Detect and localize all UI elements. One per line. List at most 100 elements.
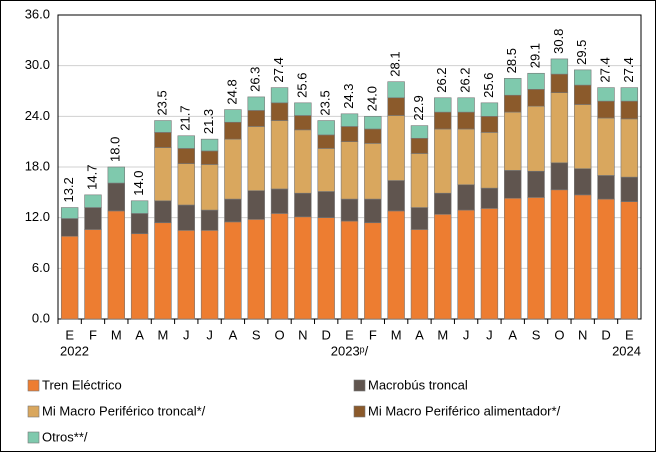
bar-segment [60, 207, 79, 219]
bar-segment [434, 111, 452, 130]
legend-swatch [353, 379, 366, 392]
bar-segment [434, 213, 452, 320]
total-label: 21.3 [201, 109, 216, 134]
x-tick-label: S [532, 327, 541, 342]
y-tick-label: 12.0 [25, 209, 50, 224]
bar-segment [200, 230, 219, 320]
bar-segment [177, 204, 195, 231]
total-label: 25.6 [294, 73, 309, 98]
y-tick-label: 24.0 [25, 108, 50, 123]
total-label: 26.2 [458, 67, 473, 92]
bar-segment [130, 200, 149, 214]
bar-segment [410, 153, 429, 208]
bar-segment [550, 92, 569, 164]
y-tick-label: 36.0 [25, 6, 50, 21]
bar-segment [597, 175, 615, 200]
bar-segment [154, 147, 172, 202]
x-tick-label: F [89, 327, 97, 342]
y-tick-label: 18.0 [25, 158, 50, 173]
bar-segment [107, 182, 125, 212]
x-tick-label: N [298, 327, 307, 342]
total-label: 14.7 [84, 165, 99, 190]
total-label: 24.3 [341, 83, 356, 108]
legend-label: Macrobús troncal [368, 377, 468, 392]
bar-segment [130, 213, 149, 235]
bar-segment [410, 137, 429, 154]
bar-segment [480, 102, 499, 117]
bar-segment [387, 210, 405, 320]
bar-segment [527, 197, 545, 320]
bar-segment [620, 201, 639, 320]
bar-segment [527, 89, 545, 107]
bar-segment [60, 218, 79, 237]
bar-segment [480, 208, 499, 320]
bar-segment [200, 209, 219, 231]
x-tick-label: M [391, 327, 402, 342]
x-tick-label: A [508, 327, 517, 342]
total-label: 27.4 [621, 57, 636, 82]
x-tick-label: O [274, 327, 284, 342]
bar-segment [270, 120, 289, 190]
legend-label: Mi Macro Periférico alimentador*/ [368, 403, 561, 418]
bar-segment [270, 102, 289, 121]
bar-segment [527, 105, 545, 172]
legend-swatch [27, 431, 40, 444]
bar-segment [294, 129, 312, 194]
year-label: 2024 [612, 343, 641, 358]
total-label: 29.1 [527, 43, 542, 68]
x-tick-label: F [369, 327, 377, 342]
bar-segment [527, 170, 545, 198]
bar-segment [84, 207, 102, 230]
bar-segment [84, 194, 102, 208]
bar-segment [620, 87, 639, 102]
legend-swatch [27, 379, 40, 392]
bar-segment [224, 221, 242, 320]
bar-segment [130, 233, 149, 320]
bar-segment [434, 97, 452, 113]
bar-segment [340, 126, 359, 142]
total-label: 26.3 [248, 67, 263, 92]
bar-segment [154, 132, 172, 148]
bar-segment [457, 111, 475, 130]
x-tick-label: A [135, 327, 144, 342]
bar-segment [107, 166, 125, 184]
bar-segment [550, 189, 569, 320]
bar-segment [574, 69, 592, 86]
bar-segment [154, 222, 172, 320]
bar-segment [550, 73, 569, 93]
y-tick-label: 0.0 [32, 310, 50, 325]
bar-segment [597, 117, 615, 176]
bar-segment [504, 111, 522, 171]
bar-segment [294, 216, 312, 320]
total-label: 18.0 [108, 137, 123, 162]
bar-segment [597, 100, 615, 119]
bar-segment [457, 209, 475, 320]
total-label: 29.5 [574, 40, 589, 65]
legend-label: Mi Macro Periférico troncal*/ [42, 403, 206, 418]
total-label: 23.5 [154, 90, 169, 115]
legend-label: Tren Eléctrico [42, 377, 122, 392]
bar-segment [294, 102, 312, 116]
bar-segment [434, 128, 452, 194]
total-label: 23.5 [318, 90, 333, 115]
bar-segment [247, 190, 265, 220]
total-label: 13.2 [61, 177, 76, 202]
bar-segment [550, 162, 569, 191]
bar-segment [574, 84, 592, 105]
bar-segment [294, 115, 312, 131]
bar-segment [410, 125, 429, 139]
bar-segment [457, 128, 475, 186]
total-label: 24.0 [364, 86, 379, 111]
bar-segment [597, 87, 615, 102]
bar-segment [200, 164, 219, 211]
bar-segment [224, 121, 242, 140]
bar-segment [270, 87, 289, 104]
bar-segment [60, 235, 79, 320]
year-label: 2023ᵖ/ [331, 343, 369, 358]
bar-segment [574, 194, 592, 320]
y-tick-label: 6.0 [32, 260, 50, 275]
x-tick-label: E [345, 327, 354, 342]
y-tick-label: 30.0 [25, 57, 50, 72]
bar-segment [340, 198, 359, 222]
bar-segment [224, 198, 242, 223]
